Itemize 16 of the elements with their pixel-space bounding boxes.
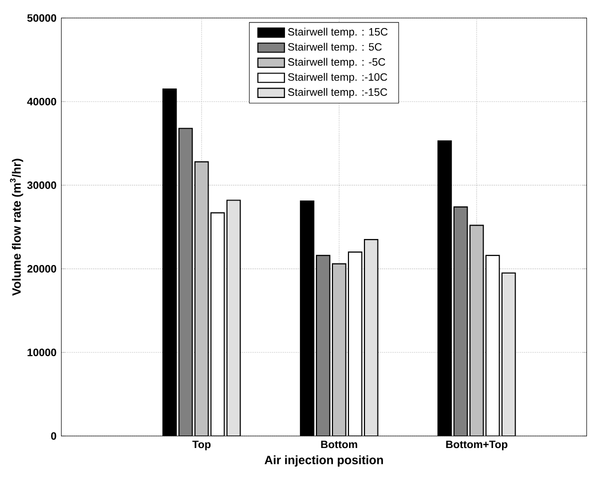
y-tick-label: 40000 xyxy=(27,98,56,106)
y-axis-title: Volume flow rate (m$^{3}$/hr) xyxy=(10,158,24,296)
x-tick-label: Top xyxy=(192,440,211,450)
x-axis-title: Air injection position xyxy=(264,455,383,467)
y-tick-label: 50000 xyxy=(27,14,56,22)
y-tick-label: 30000 xyxy=(27,181,56,189)
y-tick-label: 10000 xyxy=(28,348,56,356)
legend-label: Stairwell temp. : 15C xyxy=(288,28,388,38)
y-tick-label: 20000 xyxy=(27,265,56,273)
legend-label: Stairwell temp. :-10C xyxy=(288,72,388,83)
legend-label: Stairwell temp. : -5C xyxy=(288,58,386,68)
x-tick-label: Bottom+Top xyxy=(446,440,508,450)
legend-label: Stairwell temp. :-15C xyxy=(288,88,388,98)
x-tick-label: Bottom xyxy=(321,440,358,448)
legend-label: Stairwell temp. : 5C xyxy=(288,42,382,53)
y-tick-label: 0 xyxy=(51,432,56,440)
